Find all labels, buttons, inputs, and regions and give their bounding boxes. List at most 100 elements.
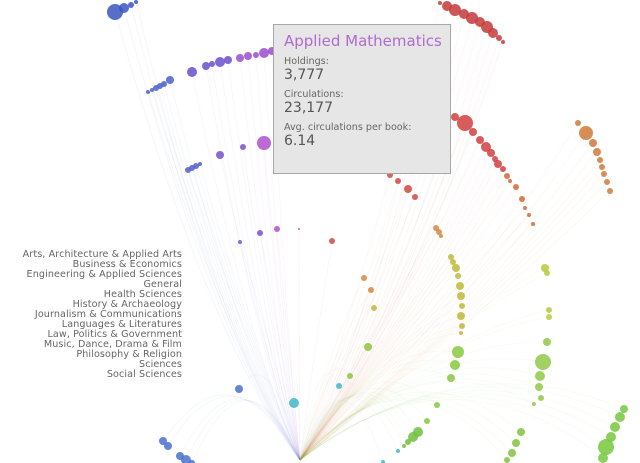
subject-node[interactable] — [361, 275, 367, 281]
subject-node[interactable] — [244, 52, 252, 60]
legend-item-journalism[interactable]: Journalism & Communications — [34, 309, 182, 320]
legend-item-philosophy[interactable]: Philosophy & Religion — [76, 349, 182, 360]
legend-item-social-sciences[interactable]: Social Sciences — [106, 369, 182, 380]
subject-node[interactable] — [508, 179, 512, 183]
subject-node[interactable] — [459, 303, 465, 309]
subject-node[interactable] — [546, 307, 552, 313]
subject-node[interactable] — [457, 115, 473, 131]
subject-node[interactable] — [146, 90, 150, 94]
subject-node[interactable] — [535, 383, 543, 391]
subject-node[interactable] — [451, 113, 459, 121]
subject-node[interactable] — [607, 188, 613, 194]
subject-node[interactable] — [508, 449, 516, 457]
subject-node[interactable] — [224, 56, 232, 64]
subject-node[interactable] — [527, 213, 531, 217]
subject-node[interactable] — [128, 2, 134, 8]
subject-node[interactable] — [456, 282, 464, 290]
subject-node[interactable] — [215, 57, 225, 67]
legend-item-music[interactable]: Music, Dance, Drama & Film — [43, 339, 182, 350]
subject-node[interactable] — [599, 164, 605, 170]
subject-node[interactable] — [447, 374, 455, 382]
subject-node[interactable] — [504, 173, 510, 179]
subject-node[interactable] — [235, 385, 243, 393]
subject-node[interactable] — [329, 238, 335, 244]
subject-node[interactable] — [610, 422, 620, 432]
subject-node[interactable] — [546, 314, 552, 320]
subject-node[interactable] — [209, 61, 215, 67]
subject-node[interactable] — [274, 226, 280, 232]
legend-item-business[interactable]: Business & Economics — [72, 259, 182, 270]
subject-node[interactable] — [519, 196, 525, 202]
subject-node[interactable] — [119, 3, 129, 13]
subject-node[interactable] — [450, 259, 456, 265]
subject-node[interactable] — [500, 166, 506, 172]
subject-node[interactable] — [405, 439, 411, 445]
subject-node[interactable] — [601, 171, 607, 177]
subject-node[interactable] — [532, 402, 536, 406]
subject-node[interactable] — [434, 402, 440, 408]
subject-node[interactable] — [538, 395, 544, 401]
legend-item-history[interactable]: History & Archaeology — [72, 299, 182, 310]
legend-item-general[interactable]: General — [143, 279, 182, 290]
subject-node[interactable] — [455, 273, 461, 279]
subject-node[interactable] — [336, 383, 342, 389]
legend-item-sciences[interactable]: Sciences — [139, 359, 182, 370]
subject-node[interactable] — [368, 287, 374, 293]
subject-node[interactable] — [481, 142, 491, 152]
legend-item-law[interactable]: Law, Politics & Government — [47, 329, 182, 340]
subject-node[interactable] — [193, 163, 199, 169]
subject-node[interactable] — [531, 222, 535, 226]
subject-node[interactable] — [593, 148, 601, 156]
subject-node[interactable] — [202, 62, 210, 70]
subject-node[interactable] — [488, 28, 498, 38]
subject-node[interactable] — [259, 48, 269, 58]
subject-node[interactable] — [396, 449, 400, 453]
subject-node[interactable] — [598, 439, 614, 455]
subject-node[interactable] — [159, 437, 167, 445]
subject-node[interactable] — [459, 323, 465, 329]
legend-item-health[interactable]: Health Sciences — [103, 289, 182, 300]
subject-node[interactable] — [452, 264, 460, 272]
subject-node[interactable] — [408, 432, 418, 442]
subject-node[interactable] — [457, 292, 465, 300]
subject-node[interactable] — [589, 139, 597, 147]
subject-node[interactable] — [289, 398, 299, 408]
subject-node[interactable] — [181, 455, 191, 463]
subject-node[interactable] — [469, 128, 477, 136]
subject-node[interactable] — [240, 144, 246, 150]
subject-node[interactable] — [575, 120, 581, 126]
subject-node[interactable] — [216, 151, 224, 159]
subject-node[interactable] — [476, 136, 484, 144]
subject-node[interactable] — [134, 0, 138, 4]
subject-node[interactable] — [371, 305, 377, 311]
legend-item-arts[interactable]: Arts, Architecture & Applied Arts — [22, 249, 182, 260]
subject-node[interactable] — [150, 88, 154, 92]
subject-node[interactable] — [439, 234, 443, 238]
subject-node[interactable] — [523, 206, 527, 210]
subject-node[interactable] — [438, 1, 442, 5]
subject-node[interactable] — [187, 67, 197, 77]
subject-node[interactable] — [535, 354, 551, 370]
subject-node[interactable] — [504, 457, 510, 463]
subject-node[interactable] — [459, 331, 463, 335]
subject-node[interactable] — [257, 230, 263, 236]
subject-node[interactable] — [164, 442, 172, 450]
subject-node[interactable] — [466, 12, 478, 24]
subject-node[interactable] — [543, 338, 551, 346]
subject-node[interactable] — [402, 444, 406, 448]
subject-node[interactable] — [604, 179, 610, 185]
subject-node[interactable] — [598, 453, 608, 463]
subject-node[interactable] — [238, 240, 242, 244]
legend-item-engineering[interactable]: Engineering & Applied Sciences — [26, 269, 182, 280]
subject-node[interactable] — [450, 360, 460, 370]
subject-node[interactable] — [395, 178, 401, 184]
subject-node[interactable] — [404, 185, 412, 193]
subject-node[interactable] — [257, 136, 271, 150]
subject-node[interactable] — [448, 254, 454, 260]
subject-node[interactable] — [544, 270, 550, 276]
subject-node[interactable] — [597, 157, 603, 163]
subject-node[interactable] — [364, 343, 372, 351]
subject-node[interactable] — [452, 346, 464, 358]
subject-node[interactable] — [161, 81, 167, 87]
subject-node[interactable] — [579, 126, 593, 140]
